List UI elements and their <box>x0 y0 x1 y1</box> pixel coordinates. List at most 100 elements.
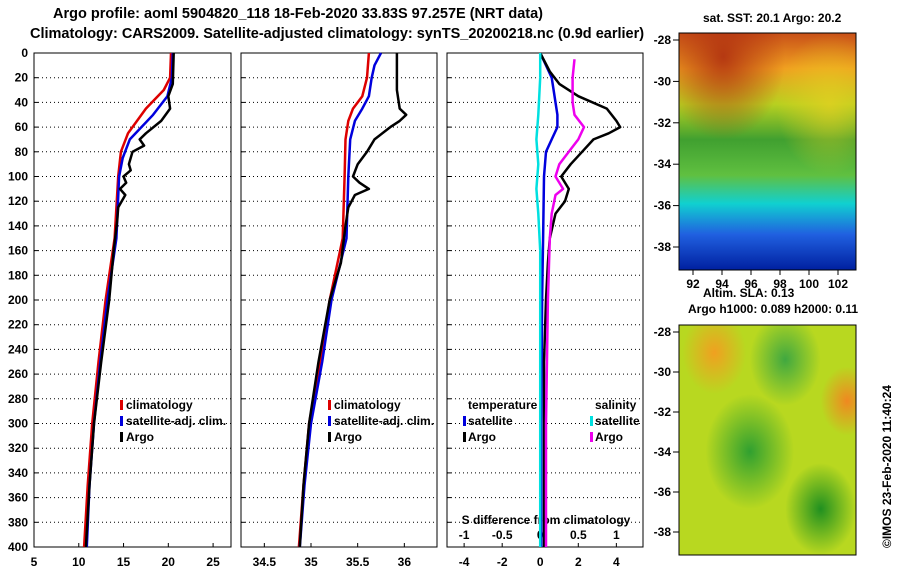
imos-watermark: ©IMOS 23-Feb-2020 11:40:24 <box>880 385 894 548</box>
lat-tick-label: -28 <box>654 325 672 339</box>
depth-tick-label: 220 <box>8 318 28 332</box>
legend-label: climatology <box>334 398 401 412</box>
lon-tick-label: 92 <box>686 277 700 290</box>
sla-frame <box>678 324 857 556</box>
legend-swatch <box>590 432 593 442</box>
x-tick-label: 20 <box>162 555 176 569</box>
series-line-s-argo <box>544 59 586 547</box>
lat-tick-label: -38 <box>654 240 672 254</box>
legend-swatch <box>120 400 123 410</box>
depth-tick-label: 260 <box>8 367 28 381</box>
legend-label: satellite-adj. clim. <box>126 414 226 428</box>
lat-tick-label: -30 <box>654 74 672 88</box>
series-line-climatology <box>82 52 173 548</box>
depth-tick-label: 0 <box>21 46 28 60</box>
legend-salinity-title: salinity <box>595 398 637 412</box>
series-line-s-satellite <box>535 53 542 547</box>
sla-map-title-1: Altim. SLA: 0.13 <box>703 286 795 300</box>
lat-tick-label: -30 <box>654 365 672 379</box>
legend-label: satellite-adj. clim. <box>334 414 434 428</box>
lat-tick-label: -28 <box>654 33 672 47</box>
legend-label: Argo <box>595 430 623 444</box>
lat-tick-label: -34 <box>654 157 672 171</box>
salinity-difference-tick-label: -1 <box>459 528 470 542</box>
legend-swatch <box>328 432 331 442</box>
lat-tick-label: -36 <box>654 485 672 499</box>
depth-tick-label: 80 <box>15 145 29 159</box>
legend-swatch <box>120 416 123 426</box>
lat-tick-label: -32 <box>654 405 672 419</box>
lat-tick-label: -32 <box>654 116 672 130</box>
depth-tick-label: 360 <box>8 491 28 505</box>
sst-map-title: sat. SST: 20.1 Argo: 20.2 <box>703 11 842 25</box>
depth-tick-label: 240 <box>8 342 28 356</box>
series-line-t-satellite <box>539 52 559 547</box>
lon-tick-label: 94 <box>715 277 729 290</box>
series-line-satellite-adj-clim- <box>298 52 383 548</box>
profile-charts: 0204060801001201401601802002202402602803… <box>8 46 644 569</box>
depth-tick-label: 320 <box>8 441 28 455</box>
x-tick-label: 0 <box>537 555 544 569</box>
legend-swatch <box>328 400 331 410</box>
depth-tick-label: 180 <box>8 268 28 282</box>
sst-frame <box>678 32 857 271</box>
x-tick-label: 25 <box>206 555 220 569</box>
salinity-panel-frame <box>240 52 438 548</box>
depth-tick-label: 400 <box>8 540 28 554</box>
legend-swatch <box>120 432 123 442</box>
legend-temperature-title: temperature <box>468 398 538 412</box>
depth-tick-label: 40 <box>15 95 29 109</box>
x-tick-label: 10 <box>72 555 86 569</box>
depth-tick-label: 280 <box>8 392 28 406</box>
legend-swatch <box>463 416 466 426</box>
x-tick-label: 35 <box>304 555 318 569</box>
sla-map-title-2: Argo h1000: 0.089 h2000: 0.11 <box>688 302 859 316</box>
series-line-satellite-adj-clim- <box>85 52 175 548</box>
legend-label: Argo <box>334 430 362 444</box>
sst-map: -28 -30 -32 -34 -36 -38 92 94 96 98 100 102 <box>654 32 857 290</box>
legend-label: satellite <box>468 414 513 428</box>
depth-tick-label: 120 <box>8 194 28 208</box>
salinity-difference-tick-label: -0.5 <box>492 528 513 542</box>
header-line-1: Argo profile: aoml 5904820_118 18-Feb-20… <box>53 6 544 22</box>
salinity-difference-tick-label: 1 <box>613 528 620 542</box>
x-tick-label: 35.5 <box>346 555 370 569</box>
lon-tick-label: 102 <box>828 277 848 290</box>
x-tick-label: -4 <box>459 555 470 569</box>
series-line-argo <box>84 52 175 548</box>
x-tick-label: 2 <box>575 555 582 569</box>
sla-map: -28 -30 -32 -34 -36 -38 <box>654 324 857 556</box>
series-line-argo <box>298 53 408 548</box>
depth-tick-label: 140 <box>8 219 28 233</box>
depth-tick-label: 60 <box>15 120 29 134</box>
legend-label: satellite <box>595 414 640 428</box>
legend-swatch <box>328 416 331 426</box>
lon-tick-label: 96 <box>744 277 758 290</box>
x-tick-label: 36 <box>398 555 412 569</box>
legend-label: Argo <box>126 430 154 444</box>
x-tick-label: 15 <box>117 555 131 569</box>
depth-tick-label: 340 <box>8 466 28 480</box>
depth-tick-label: 100 <box>8 170 28 184</box>
legend-label: climatology <box>126 398 193 412</box>
depth-tick-label: 300 <box>8 417 28 431</box>
lat-tick-label: -36 <box>654 199 672 213</box>
lat-tick-label: -38 <box>654 525 672 539</box>
legend-swatch <box>590 416 593 426</box>
x-tick-label: 5 <box>31 555 38 569</box>
depth-tick-label: 20 <box>15 71 29 85</box>
header-line-2: Climatology: CARS2009. Satellite-adjuste… <box>30 26 645 42</box>
x-tick-label: -2 <box>497 555 508 569</box>
depth-tick-label: 160 <box>8 244 28 258</box>
lat-tick-label: -34 <box>654 445 672 459</box>
depth-tick-label: 380 <box>8 515 28 529</box>
depth-tick-label: 200 <box>8 293 28 307</box>
lon-tick-label: 98 <box>773 277 787 290</box>
x-tick-label: 34.5 <box>253 555 277 569</box>
lon-tick-label: 100 <box>799 277 819 290</box>
legend-swatch <box>463 432 466 442</box>
legend-label: Argo <box>468 430 496 444</box>
x-tick-label: 4 <box>613 555 620 569</box>
series-line-t-argo <box>539 52 622 547</box>
salinity-difference-tick-label: 0.5 <box>570 528 587 542</box>
